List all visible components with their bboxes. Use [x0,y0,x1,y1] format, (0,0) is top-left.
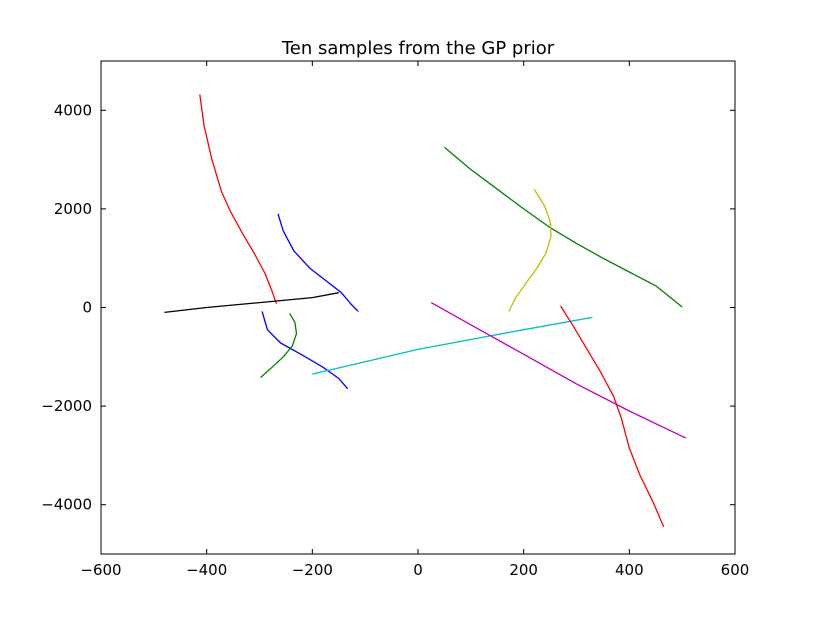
series-line-6 [312,316,593,375]
chart-title: Ten samples from the GP prior [281,38,555,59]
x-tick-label: 400 [615,561,644,579]
x-tick-label: −600 [80,561,121,579]
series-line-3 [164,292,339,314]
y-tick-label: 2000 [54,200,92,218]
x-tick-label: −200 [292,561,333,579]
plot-frame [100,60,736,555]
tick-layer: −600 −400 −200 0 200 400 600−4000−200002000400… [41,61,749,579]
x-tick-label: −400 [186,561,227,579]
series-layer [164,94,687,528]
series-line-5 [260,313,298,378]
series-line-9 [430,302,687,439]
y-tick-label: 4000 [54,101,92,119]
series-line-2 [277,213,359,312]
y-tick-label: 0 [82,299,92,317]
series-line-4 [261,311,349,390]
y-tick-label: −4000 [41,496,92,514]
x-tick-label: 200 [509,561,538,579]
series-line-7 [443,146,683,308]
y-tick-label: −2000 [41,397,92,415]
series-line-8 [508,188,552,312]
x-tick-label: 600 [721,561,750,579]
series-line-1 [199,94,278,304]
series-line-10 [560,305,665,528]
x-tick-label: 0 [413,561,423,579]
